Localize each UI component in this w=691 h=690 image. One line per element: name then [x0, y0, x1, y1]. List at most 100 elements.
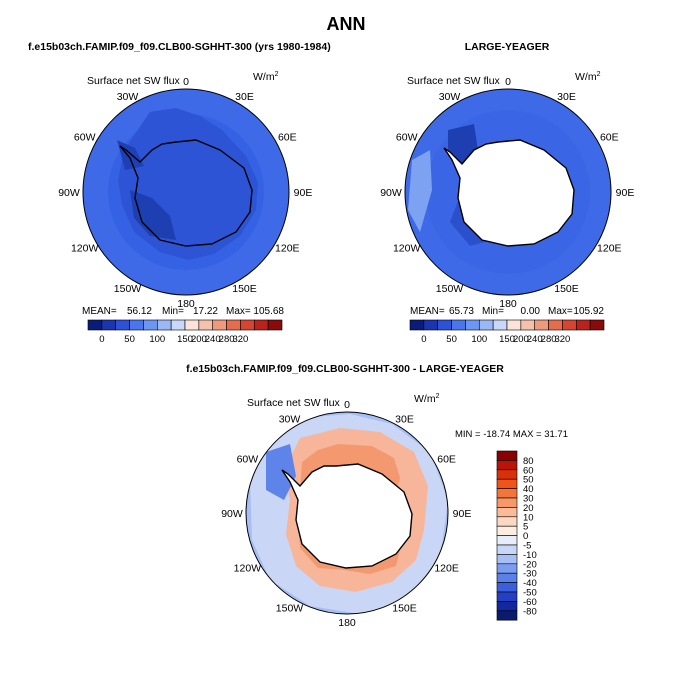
colorbar-swatch — [562, 319, 577, 331]
lon-label-90w: 90W — [380, 187, 402, 199]
colorbar-swatch — [575, 319, 591, 331]
colorbar-tick-label: -40 — [523, 578, 537, 589]
colorbar-swatch — [184, 319, 200, 331]
lon-label-120w: 120W — [234, 563, 262, 575]
lon-label-120w: 120W — [71, 243, 99, 255]
colorbar-swatch — [496, 554, 518, 565]
colorbar-tick-label: 40 — [523, 484, 534, 495]
stat-min-label: Min= — [482, 306, 504, 317]
field-peninsula-low — [117, 140, 144, 170]
antarctica-land-mask — [281, 463, 413, 569]
lon-label-120e: 120E — [275, 243, 300, 255]
stat-min-label: Min= — [162, 306, 184, 317]
colorbar-tick-label: 320 — [554, 334, 570, 345]
colorbar-swatch — [548, 319, 563, 331]
colorbar-swatch — [496, 601, 518, 612]
panel-difference-title: f.e15b03ch.FAMIP.f09_f09.CLB00-SGHHT-300… — [186, 363, 504, 375]
colorbar-swatch — [496, 582, 518, 593]
stat-max-label: Max= — [226, 306, 251, 317]
lon-label-90w: 90W — [221, 508, 243, 520]
colorbar-swatch — [496, 610, 518, 621]
colorbar-tick-label: 80 — [523, 456, 534, 467]
lon-label-30e: 30E — [235, 91, 254, 103]
colorbar-swatch — [496, 507, 518, 518]
lon-label-0: 0 — [183, 76, 189, 88]
panel-model-map — [83, 89, 289, 295]
lon-label-180: 180 — [499, 298, 517, 310]
lon-label-60w: 60W — [237, 454, 259, 466]
longitude-labels: 0 30E 60E 90E 120E 150E 180 150W 120W 90W 60W 30W — [380, 76, 634, 310]
stat-mean-label: MEAN= — [410, 306, 445, 317]
longitude-labels: 0 30E 60E 90E 120E 150E 180 150W 120W 90W 60W 30W — [58, 76, 312, 310]
stat-mean-label: MEAN= — [82, 306, 117, 317]
panel-model-title: f.e15b03ch.FAMIP.f09_f09.CLB00-SGHHT-300… — [28, 41, 331, 53]
map-border — [404, 88, 612, 296]
lon-label-150e: 150E — [392, 602, 417, 614]
colorbar-swatch — [496, 563, 518, 574]
colorbar-tick-label: 60 — [523, 465, 534, 476]
stat-max-label: Max= — [548, 306, 573, 317]
colorbar-swatch — [478, 319, 494, 331]
colorbar-swatch — [198, 319, 214, 331]
colorbar-tick-label: 5 — [523, 522, 528, 533]
lon-label-90e: 90E — [616, 187, 635, 199]
lon-label-30e: 30E — [557, 91, 576, 103]
stat-mean-value: 65.73 — [449, 306, 474, 317]
colorbar-swatch — [496, 478, 518, 489]
panel-obs-units: W/m2 — [575, 71, 601, 83]
colorbar-tick-label: 100 — [149, 334, 165, 345]
colorbar-swatch — [496, 469, 518, 480]
colorbar-tick-label: 30 — [523, 494, 534, 505]
longitude-labels: 0 30E 60E 90E 120E 150E 180 150W 120W 90W 60W 30W — [221, 399, 471, 629]
colorbar-swatch — [87, 319, 103, 331]
lon-label-0: 0 — [505, 76, 511, 88]
stat-min-value: 17.22 — [193, 306, 218, 317]
lon-label-180: 180 — [177, 298, 195, 310]
colorbar-tick-label: 100 — [471, 334, 487, 345]
colorbar-swatch — [496, 544, 518, 555]
colorbar-swatch — [496, 460, 518, 471]
lon-label-120e: 120E — [434, 563, 459, 575]
lon-label-150w: 150W — [114, 283, 142, 295]
lon-label-60w: 60W — [396, 132, 418, 144]
field-west-antarctic-low — [130, 190, 176, 240]
lon-label-150w: 150W — [436, 283, 464, 295]
lon-label-60e: 60E — [437, 454, 456, 466]
map-border — [245, 411, 449, 615]
stat-max-value: 105.92 — [573, 306, 604, 317]
colorbar-tick-label: 200 — [191, 334, 207, 345]
colorbar-swatch — [496, 535, 518, 546]
colorbar-tick-label: 240 — [527, 334, 543, 345]
colorbar-swatch — [143, 319, 158, 331]
lon-label-120w: 120W — [393, 243, 421, 255]
lon-label-90e: 90E — [453, 508, 472, 520]
colorbar-swatch — [496, 572, 518, 583]
colorbar-tick-label: -20 — [523, 559, 537, 570]
colorbar-swatch — [156, 319, 172, 331]
panel-model-map-title: Surface net SW flux — [87, 75, 181, 87]
colorbar-swatch — [115, 319, 130, 331]
lon-label-150w: 150W — [276, 602, 304, 614]
colorbar-swatch — [423, 319, 439, 331]
lon-label-0: 0 — [344, 399, 350, 411]
colorbar-swatch — [496, 450, 518, 461]
colorbar-swatch — [496, 488, 518, 499]
lon-label-30w: 30W — [439, 91, 461, 103]
lon-label-30w: 30W — [279, 414, 301, 426]
colorbar-tick-label: 0 — [99, 334, 104, 345]
colorbar-tick-label: 280 — [541, 334, 557, 345]
panel-difference-units: W/m2 — [414, 393, 440, 405]
colorbar-swatch — [496, 497, 518, 508]
colorbar-swatch — [451, 319, 466, 331]
lon-label-30e: 30E — [395, 414, 414, 426]
field-atlantic-low — [266, 444, 296, 500]
panel-obs-map-title: Surface net SW flux — [407, 75, 501, 87]
field-atlantic-high — [408, 150, 432, 232]
colorbar-tick-label: 150 — [177, 334, 193, 345]
colorbar-tick-label: 50 — [523, 475, 534, 486]
colorbar-swatch — [496, 591, 518, 602]
colorbar-swatch — [129, 319, 144, 331]
panel-difference-map-title: Surface net SW flux — [247, 397, 341, 409]
colorbar-swatch — [212, 319, 227, 331]
